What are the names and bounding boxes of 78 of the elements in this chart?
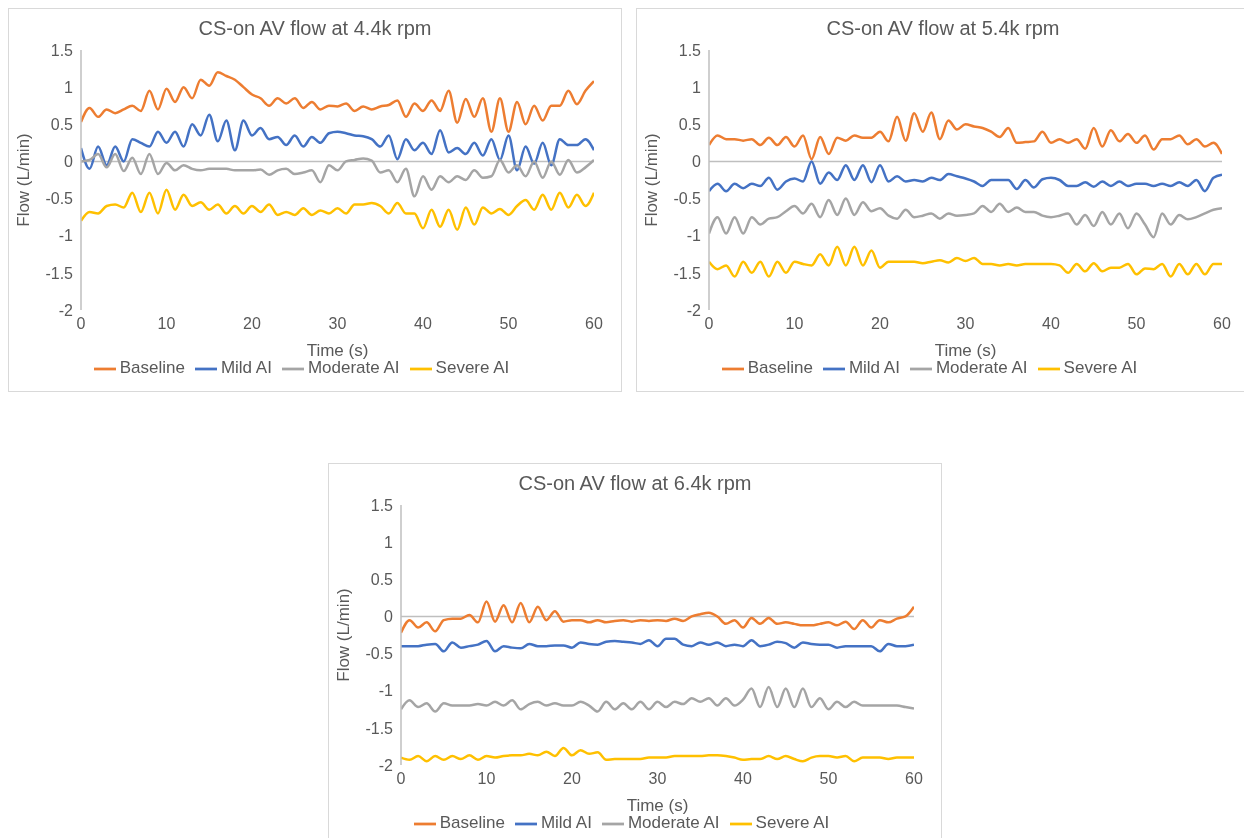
y-axis-title: Flow (L/min) <box>14 133 34 227</box>
x-axis-title: Time (s) <box>626 796 689 815</box>
line-series <box>709 111 1222 161</box>
x-tick-label: 40 <box>1042 315 1060 333</box>
x-tick-label: 60 <box>585 315 603 333</box>
legend-label: Baseline <box>119 358 185 378</box>
y-tick-label: -1 <box>686 227 702 245</box>
x-tick-label: 60 <box>1213 315 1231 333</box>
y-tick-label: -1 <box>378 682 394 700</box>
y-tick-label: 1 <box>692 78 702 96</box>
x-tick-label: 40 <box>734 770 752 788</box>
chart-title: CS-on AV flow at 6.4k rpm <box>517 472 753 495</box>
x-tick-label: 10 <box>157 315 176 333</box>
y-tick-label: 1.5 <box>678 41 702 59</box>
y-tick-label: 0.5 <box>678 115 702 133</box>
legend-label: Severe AI <box>1063 358 1138 378</box>
line-series <box>401 637 914 653</box>
x-axis-title: Time (s) <box>934 341 997 360</box>
legend-label: Severe AI <box>755 813 830 833</box>
y-axis-title: Flow (L/min) <box>334 588 354 682</box>
x-tick-label: 50 <box>819 770 838 788</box>
y-tick-label: -2 <box>378 756 394 774</box>
x-tick-label: 20 <box>871 315 889 333</box>
legend-label: Moderate AI <box>307 358 400 378</box>
line-series <box>81 188 594 232</box>
y-tick-label: 0.5 <box>370 570 394 588</box>
chart-title: CS-on AV flow at 5.4k rpm <box>825 17 1061 40</box>
y-tick-label: -0.5 <box>673 190 702 208</box>
y-tick-label: 0 <box>64 153 74 171</box>
line-series <box>709 160 1222 193</box>
x-tick-label: 50 <box>499 315 518 333</box>
line-series <box>401 600 914 635</box>
x-tick-label: 20 <box>563 770 581 788</box>
x-tick-label: 50 <box>1127 315 1146 333</box>
x-tick-label: 60 <box>905 770 923 788</box>
legend-label: Mild AI <box>220 358 272 378</box>
x-tick-label: 30 <box>328 315 347 333</box>
y-tick-label: -1.5 <box>673 264 702 282</box>
legend-label: Moderate AI <box>627 813 720 833</box>
x-tick-label: 10 <box>785 315 804 333</box>
y-tick-label: -1 <box>58 227 74 245</box>
x-tick-label: 0 <box>396 770 406 788</box>
line-series <box>81 152 594 198</box>
y-tick-label: -2 <box>58 301 74 319</box>
y-tick-label: 0.5 <box>50 115 74 133</box>
x-tick-label: 20 <box>243 315 261 333</box>
x-tick-label: 10 <box>477 770 496 788</box>
y-tick-label: 0 <box>692 153 702 171</box>
chart-title: CS-on AV flow at 4.4k rpm <box>197 17 433 40</box>
x-tick-label: 40 <box>414 315 432 333</box>
line-series <box>709 197 1222 239</box>
x-tick-label: 30 <box>648 770 667 788</box>
y-tick-label: 0 <box>384 608 394 626</box>
y-axis-title: Flow (L/min) <box>642 133 662 227</box>
y-tick-label: -2 <box>686 301 702 319</box>
legend-label: Baseline <box>747 358 813 378</box>
y-tick-label: -1.5 <box>365 719 394 737</box>
legend-label: Moderate AI <box>935 358 1028 378</box>
y-tick-label: 1 <box>384 533 394 551</box>
x-tick-label: 0 <box>76 315 86 333</box>
line-series <box>401 685 914 713</box>
line-series <box>401 746 914 763</box>
y-tick-label: -0.5 <box>45 190 74 208</box>
line-series <box>709 245 1222 278</box>
y-tick-label: 1.5 <box>50 41 74 59</box>
y-tick-label: 1.5 <box>370 496 394 514</box>
line-series <box>81 113 594 172</box>
legend-label: Severe AI <box>435 358 510 378</box>
legend-label: Baseline <box>439 813 505 833</box>
legend-label: Mild AI <box>540 813 592 833</box>
legend-label: Mild AI <box>848 358 900 378</box>
x-axis-title: Time (s) <box>306 341 369 360</box>
y-tick-label: -1.5 <box>45 264 74 282</box>
y-tick-label: 1 <box>64 78 74 96</box>
x-tick-label: 30 <box>956 315 975 333</box>
y-tick-label: -0.5 <box>365 645 394 663</box>
x-tick-label: 0 <box>704 315 714 333</box>
line-series <box>81 71 594 133</box>
